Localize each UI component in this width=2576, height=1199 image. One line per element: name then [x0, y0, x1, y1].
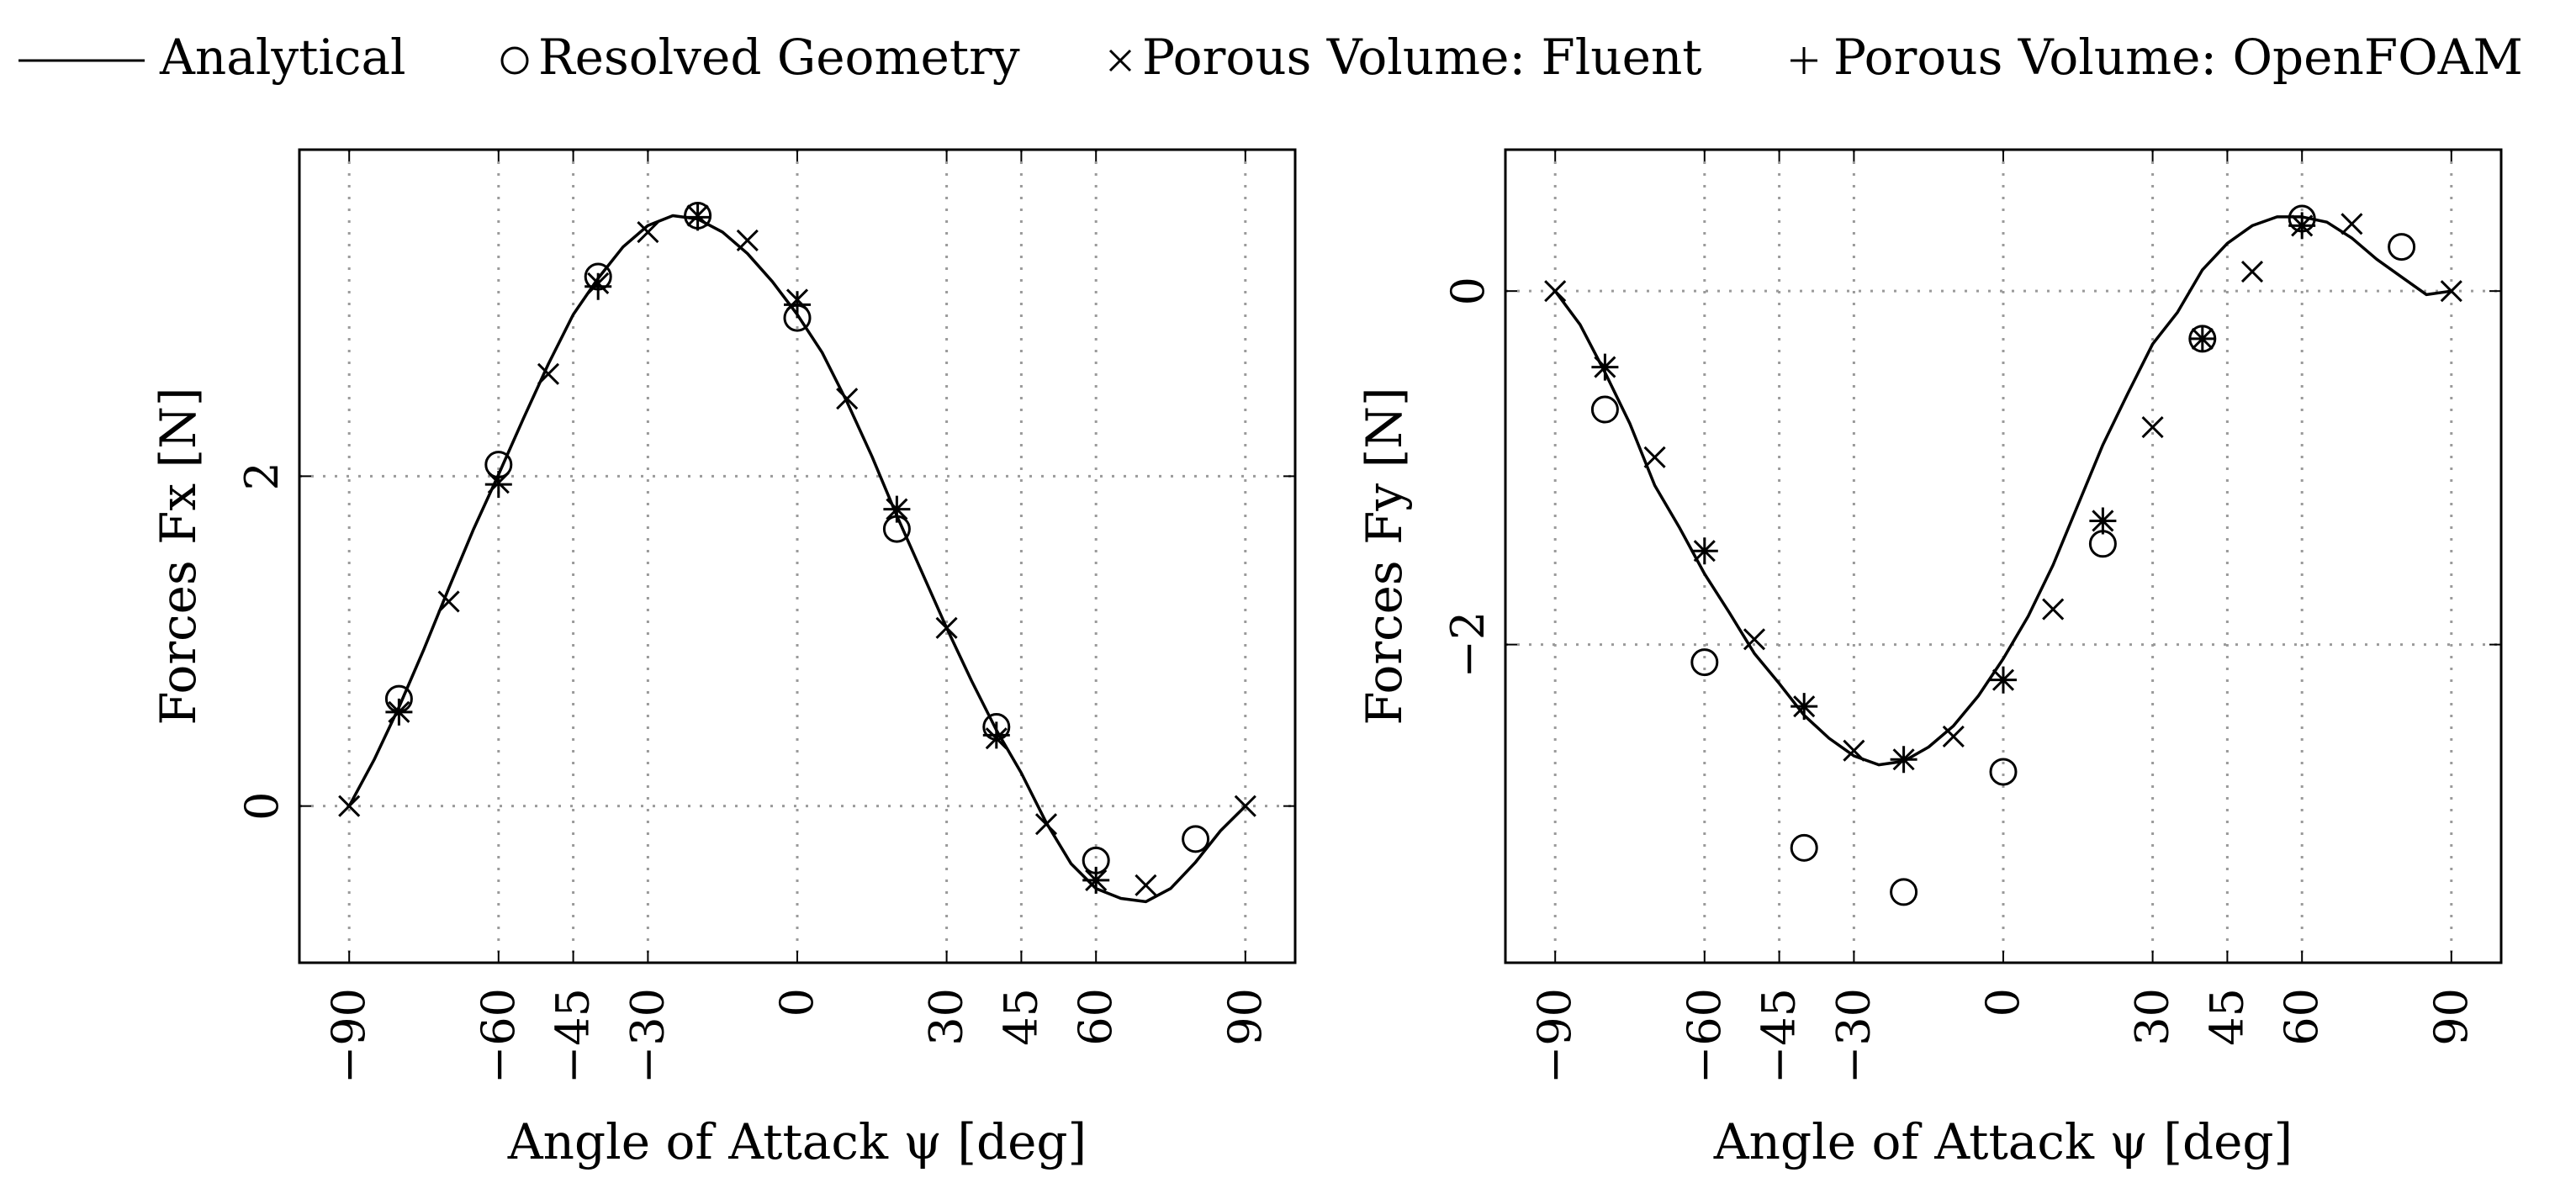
- legend-plus-marker: [1791, 47, 1817, 74]
- openfoam-point: [1591, 353, 1619, 381]
- fluent-point: [2341, 213, 2363, 235]
- resolved-geometry-point: [1790, 833, 1818, 862]
- resolved-geometry-point: [1690, 648, 1719, 677]
- openfoam-point: [684, 203, 711, 231]
- fluent-point: [2240, 260, 2264, 283]
- y-tick-label: 2: [235, 462, 288, 490]
- resolved-geometry-point: [2388, 233, 2416, 261]
- x-tick-label: −60: [472, 988, 525, 1084]
- x-tick-label: −90: [322, 988, 375, 1084]
- fluent-point: [1942, 725, 1965, 747]
- fluent-point: [1643, 446, 1666, 468]
- openfoam-point: [1890, 746, 1917, 774]
- x-tick-label: 45: [2200, 988, 2253, 1046]
- y-tick-label: 0: [1441, 277, 1494, 305]
- x-tick-label: −30: [621, 988, 674, 1084]
- x-tick-label: −45: [547, 988, 600, 1084]
- fluent-point: [637, 221, 659, 244]
- fluent-point: [736, 229, 759, 251]
- fluent-point: [2440, 280, 2462, 303]
- y-tick-label: 0: [235, 791, 288, 820]
- x-tick-label: 90: [1219, 988, 1272, 1046]
- x-tick-label: 60: [2275, 988, 2328, 1046]
- fluent-point: [2141, 415, 2164, 439]
- fluent-point: [1135, 874, 1157, 896]
- chart-fx: −90 −60 −45 −30 0 30 45 60 90 0 2 Angle of Attack ψ…: [150, 148, 1297, 1170]
- fluent-point: [1843, 739, 1865, 762]
- x-axis-label: Angle of Attack ψ [deg]: [507, 1113, 1087, 1170]
- openfoam-point: [385, 698, 413, 726]
- x-tick-label: −45: [1753, 988, 1806, 1084]
- openfoam-point: [584, 272, 612, 300]
- fluent-point: [935, 616, 958, 639]
- openfoam-point: [982, 721, 1010, 749]
- x-tick-label: 30: [2126, 988, 2179, 1046]
- fluent-point: [836, 388, 859, 410]
- fluent-point: [537, 362, 560, 385]
- legend-circle-marker: [500, 46, 529, 75]
- x-tick-label: −60: [1678, 988, 1731, 1084]
- y-axis-label: Forces Fy [N]: [1356, 387, 1413, 725]
- y-axis-label: Forces Fx [N]: [150, 387, 207, 725]
- legend-cross-marker: [1108, 49, 1132, 72]
- openfoam-point: [784, 291, 811, 319]
- openfoam-point: [1082, 866, 1110, 894]
- fluent-point: [1234, 795, 1256, 817]
- openfoam-point: [883, 495, 911, 523]
- x-tick-label: 90: [2425, 988, 2478, 1046]
- resolved-geometry-point: [2088, 530, 2117, 558]
- resolved-geometry-point: [1989, 758, 2018, 786]
- legend-label-openfoam: Porous Volume: OpenFOAM: [1833, 29, 2523, 86]
- x-tick-label: 30: [920, 988, 973, 1046]
- plot-frame: [1504, 148, 2503, 964]
- resolved-geometry-point: [1590, 395, 1619, 424]
- openfoam-point: [2089, 507, 2117, 535]
- fluent-point: [1743, 628, 1766, 651]
- openfoam-point: [1990, 666, 2017, 694]
- plot-frame: [298, 148, 1297, 964]
- x-tick-label: 60: [1069, 988, 1122, 1046]
- legend: Analytical Resolved Geometry Porous Volu…: [19, 29, 2523, 86]
- resolved-geometry-point: [1890, 878, 1918, 906]
- fluent-point: [1544, 280, 1567, 303]
- x-axis-label: Angle of Attack ψ [deg]: [1713, 1113, 2293, 1170]
- x-tick-label: −30: [1827, 988, 1880, 1084]
- fluent-point: [2042, 598, 2065, 621]
- legend-label-resolved-geometry: Resolved Geometry: [538, 29, 1020, 86]
- fluent-point: [437, 590, 460, 613]
- x-tick-label: 0: [770, 988, 823, 1017]
- legend-label-analytical: Analytical: [159, 29, 406, 86]
- x-tick-label: 0: [1976, 988, 2029, 1017]
- resolved-geometry-point: [1182, 825, 1210, 853]
- y-tick-label: −2: [1441, 611, 1494, 679]
- chart-fy: −90 −60 −45 −30 0 30 45 60 90 0 −2 Angle of Attack …: [1356, 148, 2503, 1170]
- openfoam-point: [2188, 325, 2216, 352]
- fluent-point: [338, 795, 361, 817]
- openfoam-point: [2288, 212, 2316, 240]
- openfoam-point: [484, 471, 512, 499]
- x-tick-label: 45: [994, 988, 1047, 1046]
- fluent-point: [1034, 813, 1058, 836]
- legend-label-fluent: Porous Volume: Fluent: [1142, 29, 1702, 86]
- x-tick-label: −90: [1528, 988, 1581, 1084]
- openfoam-point: [1791, 693, 1818, 721]
- openfoam-point: [1690, 537, 1718, 565]
